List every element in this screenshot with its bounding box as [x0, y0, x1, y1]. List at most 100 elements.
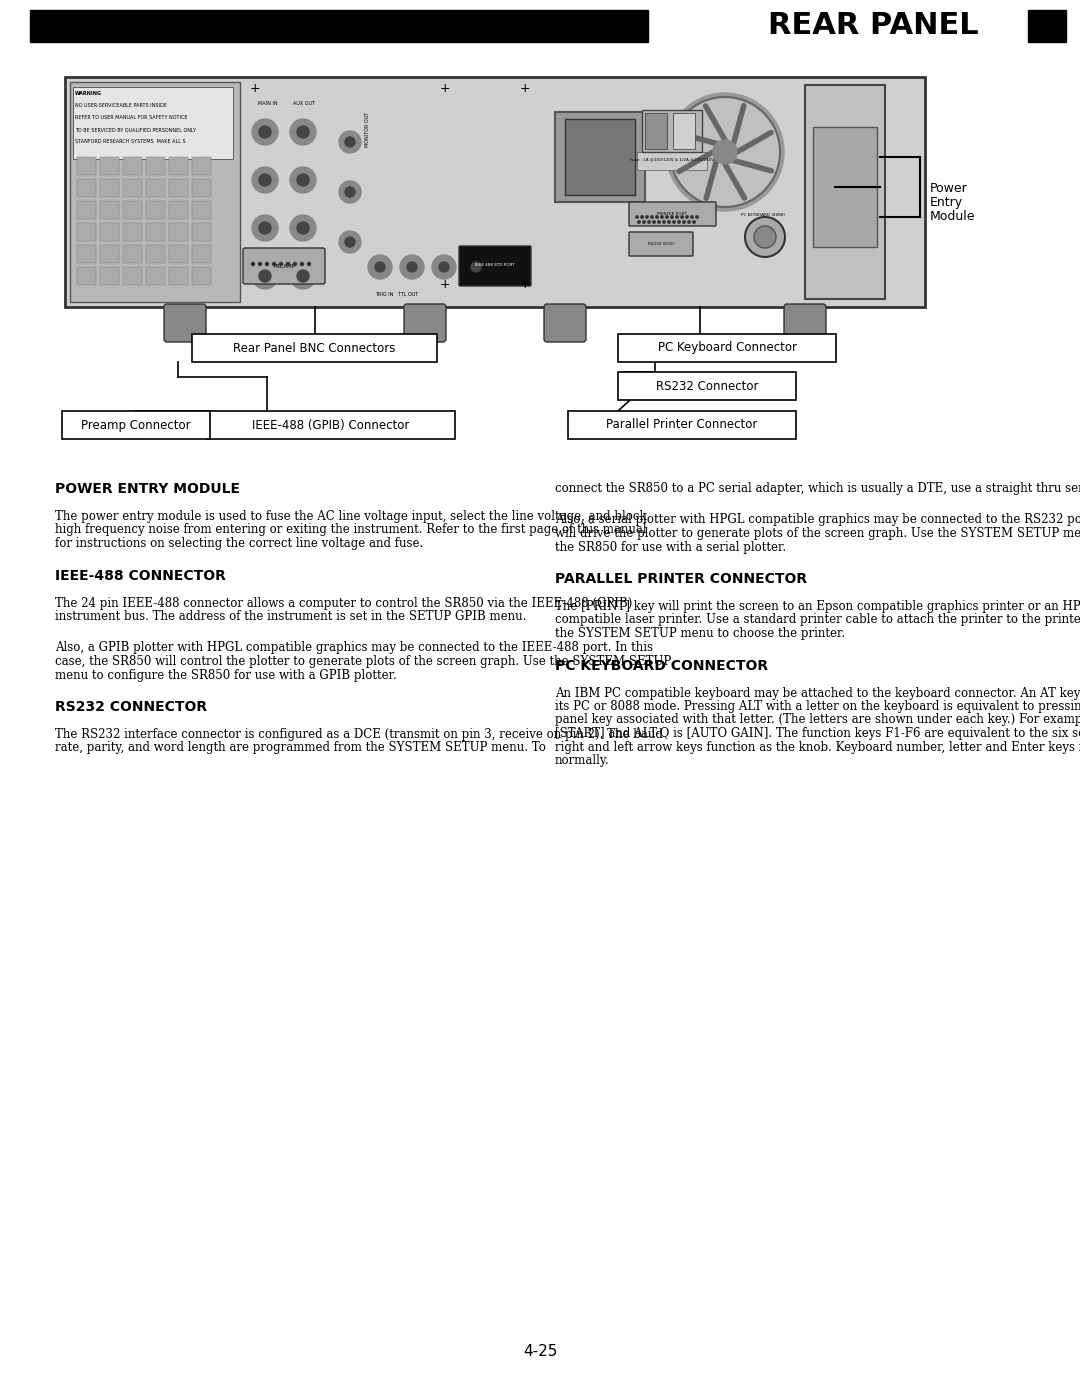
Text: instrument bus. The address of the instrument is set in the SETUP GPIB menu.: instrument bus. The address of the instr…	[55, 610, 526, 623]
Text: rate, parity, and word length are programmed from the SYSTEM SETUP menu. To: rate, parity, and word length are progra…	[55, 742, 545, 754]
Circle shape	[339, 182, 361, 203]
Circle shape	[676, 215, 678, 218]
Bar	[618, 372, 796, 400]
Circle shape	[258, 263, 261, 265]
Circle shape	[297, 126, 309, 138]
Circle shape	[745, 217, 785, 257]
Bar	[123, 156, 141, 175]
Circle shape	[680, 215, 684, 218]
Circle shape	[252, 263, 255, 265]
Text: IEEE-488 (GPIB) Connector: IEEE-488 (GPIB) Connector	[253, 419, 409, 432]
Bar	[805, 85, 885, 299]
Circle shape	[294, 263, 297, 265]
Bar	[555, 112, 645, 203]
Bar	[168, 267, 188, 285]
Circle shape	[696, 215, 698, 218]
Bar	[192, 224, 211, 242]
Bar	[192, 156, 211, 175]
Bar	[77, 267, 96, 285]
Text: menu to configure the SR850 for use with a GPIB plotter.: menu to configure the SR850 for use with…	[55, 669, 396, 682]
Text: Parallel Printer Connector: Parallel Printer Connector	[606, 419, 758, 432]
Text: RS232 Connector: RS232 Connector	[656, 380, 758, 393]
Bar	[813, 127, 877, 247]
Bar	[192, 244, 211, 263]
FancyBboxPatch shape	[404, 305, 446, 342]
Bar	[100, 201, 119, 219]
Circle shape	[686, 215, 688, 218]
Text: REAR PANEL: REAR PANEL	[768, 11, 978, 41]
Circle shape	[252, 215, 278, 242]
Text: MONITOR OUT: MONITOR OUT	[365, 112, 370, 147]
Circle shape	[666, 94, 784, 211]
Circle shape	[339, 231, 361, 253]
Circle shape	[713, 140, 737, 163]
Bar	[673, 113, 696, 149]
Text: +: +	[440, 278, 450, 292]
Bar	[146, 267, 165, 285]
Bar	[168, 224, 188, 242]
Bar	[146, 201, 165, 219]
Text: RS232 CONNECTOR: RS232 CONNECTOR	[55, 700, 207, 714]
Circle shape	[683, 221, 685, 224]
Bar	[73, 87, 233, 159]
Circle shape	[259, 222, 271, 235]
Circle shape	[308, 263, 311, 265]
Bar	[65, 77, 924, 307]
Text: Power: Power	[930, 182, 968, 196]
Bar	[207, 411, 455, 439]
Circle shape	[345, 137, 355, 147]
Text: Also, a serial plotter with HPGL compatible graphics may be connected to the RS2: Also, a serial plotter with HPGL compati…	[555, 514, 1080, 527]
Circle shape	[280, 263, 283, 265]
Bar	[645, 113, 667, 149]
Bar	[100, 179, 119, 197]
Circle shape	[300, 263, 303, 265]
Bar	[100, 156, 119, 175]
Circle shape	[656, 215, 658, 218]
Bar	[637, 152, 707, 170]
Bar	[168, 156, 188, 175]
Text: case, the SR850 will control the plotter to generate plots of the screen graph. : case, the SR850 will control the plotter…	[55, 655, 672, 668]
Text: TRIG IN   TTL OUT: TRIG IN TTL OUT	[375, 292, 418, 298]
Circle shape	[266, 263, 269, 265]
Circle shape	[252, 168, 278, 193]
Text: +: +	[519, 278, 530, 292]
Circle shape	[692, 221, 696, 224]
Circle shape	[375, 263, 384, 272]
Circle shape	[259, 126, 271, 138]
Bar	[642, 110, 702, 152]
Text: +: +	[440, 82, 450, 95]
Bar	[123, 201, 141, 219]
Circle shape	[663, 221, 665, 224]
FancyBboxPatch shape	[243, 249, 325, 284]
Bar	[168, 244, 188, 263]
Circle shape	[291, 168, 316, 193]
Circle shape	[464, 256, 488, 279]
FancyBboxPatch shape	[784, 305, 826, 342]
Circle shape	[651, 215, 653, 218]
Text: The power entry module is used to fuse the AC line voltage input, select the lin: The power entry module is used to fuse t…	[55, 510, 647, 522]
FancyBboxPatch shape	[459, 246, 531, 286]
Bar	[146, 179, 165, 197]
Circle shape	[400, 256, 424, 279]
Text: for instructions on selecting the correct line voltage and fuse.: for instructions on selecting the correc…	[55, 536, 423, 550]
Text: NO USER-SERVICEABLE PARTS INSIDE: NO USER-SERVICEABLE PARTS INSIDE	[75, 103, 167, 108]
Text: the SYSTEM SETUP menu to choose the printer.: the SYSTEM SETUP menu to choose the prin…	[555, 627, 846, 640]
Text: Module: Module	[930, 210, 975, 224]
Circle shape	[272, 263, 275, 265]
Text: IEEE 488 STD PORT: IEEE 488 STD PORT	[475, 263, 515, 267]
Circle shape	[652, 221, 656, 224]
Text: PC KEYBOARD CONNECTOR: PC KEYBOARD CONNECTOR	[555, 658, 768, 672]
Bar	[77, 156, 96, 175]
Circle shape	[438, 263, 449, 272]
Text: Also, a GPIB plotter with HPGL compatible graphics may be connected to the IEEE-: Also, a GPIB plotter with HPGL compatibl…	[55, 641, 653, 655]
Circle shape	[368, 256, 392, 279]
Text: RS232 (DCE): RS232 (DCE)	[648, 242, 674, 246]
Circle shape	[673, 221, 675, 224]
FancyBboxPatch shape	[544, 305, 586, 342]
Text: REFER TO USER MANUAL FOR SAFETY NOTICE: REFER TO USER MANUAL FOR SAFETY NOTICE	[75, 115, 188, 120]
Text: IEEE-488 CONNECTOR: IEEE-488 CONNECTOR	[55, 569, 226, 583]
Circle shape	[252, 263, 278, 289]
Text: Entry: Entry	[930, 196, 963, 210]
Bar	[123, 267, 141, 285]
Bar	[146, 244, 165, 263]
